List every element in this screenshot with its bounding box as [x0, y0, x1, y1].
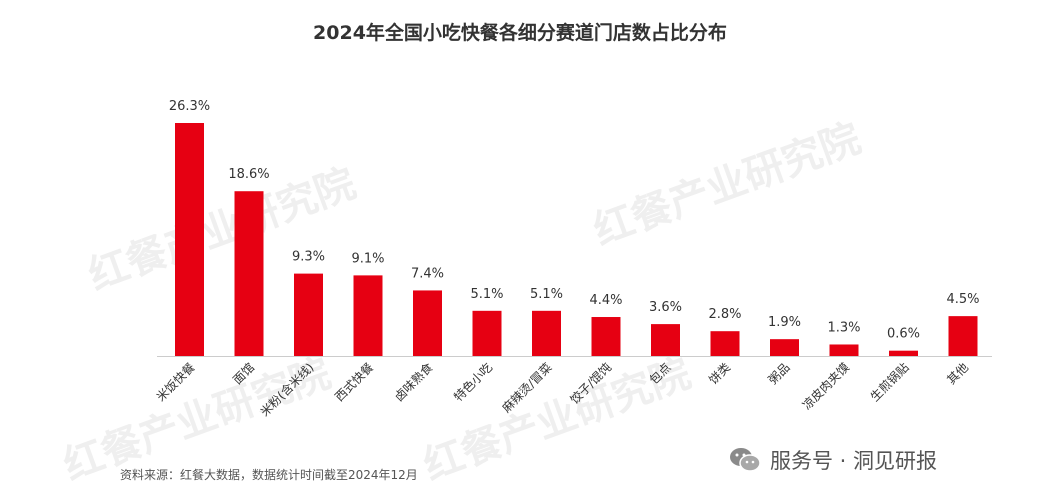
- bar: [591, 317, 621, 356]
- bars: [175, 123, 978, 356]
- data-labels: 26.3% 18.6% 9.3% 9.1% 7.4% 5.1% 5.1% 4.4% 3.6% 2.…: [169, 99, 980, 342]
- bar: [353, 275, 383, 356]
- wechat-icon: [730, 448, 761, 472]
- bar: [532, 310, 561, 356]
- bar: [829, 344, 859, 356]
- bar: [710, 331, 740, 356]
- category-label: 其他: [944, 360, 971, 387]
- data-label: 1.9%: [768, 315, 801, 330]
- data-label: 1.3%: [827, 320, 860, 335]
- data-label: 0.6%: [887, 327, 920, 342]
- data-label: 4.5%: [946, 292, 979, 307]
- data-label: 3.6%: [649, 300, 682, 315]
- category-label: 卤味熟食: [391, 360, 436, 405]
- data-label: 18.6%: [228, 167, 269, 182]
- data-label: 4.4%: [589, 293, 622, 308]
- category-label: 特色小吃: [451, 360, 496, 405]
- data-label: 5.1%: [470, 287, 503, 302]
- page-title: 2024年全国小吃快餐各细分赛道门店数占比分布: [313, 22, 727, 44]
- bar: [472, 310, 502, 356]
- source-note: 资料来源：红餐大数据，数据统计时间截至2024年12月: [120, 468, 418, 482]
- bar: [948, 316, 978, 356]
- bar: [651, 324, 680, 356]
- category-label: 生煎锅贴: [867, 360, 912, 405]
- bar: [770, 339, 799, 356]
- category-label: 凉皮肉夹馍: [799, 360, 852, 413]
- bar: [234, 191, 264, 356]
- bar: [413, 290, 442, 356]
- category-label: 饼类: [706, 360, 733, 387]
- category-label: 西式快餐: [332, 360, 377, 405]
- bar: [175, 123, 204, 356]
- data-label: 26.3%: [169, 99, 210, 114]
- badge-text: 服务号 · 洞见研报: [770, 449, 938, 473]
- data-label: 5.1%: [530, 287, 563, 302]
- data-label: 9.1%: [351, 251, 384, 266]
- watermark: 红餐产业研究院: [588, 115, 867, 254]
- bar: [294, 273, 323, 356]
- data-label: 7.4%: [411, 266, 444, 281]
- data-label: 9.3%: [292, 250, 325, 265]
- category-label: 粥品: [766, 360, 793, 387]
- wechat-badge: 服务号 · 洞见研报: [728, 440, 937, 480]
- bar: [889, 350, 918, 356]
- data-label: 2.8%: [708, 307, 741, 322]
